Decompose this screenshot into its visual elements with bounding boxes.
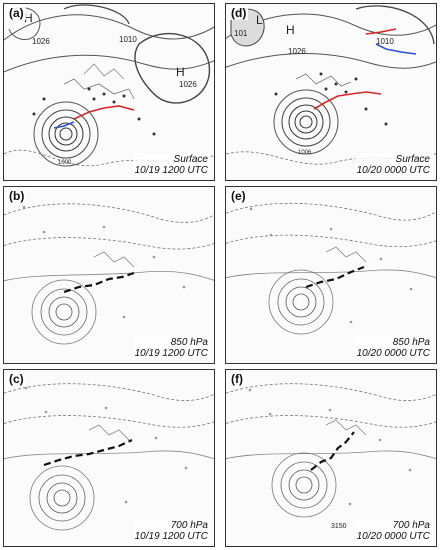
panel-a-time: 10/19 1200 UTC — [134, 165, 208, 176]
pressure-value-label: 1006 — [298, 150, 312, 156]
panel-f-caption: 700 hPa 10/20 0000 UTC — [354, 519, 432, 543]
panel-c-700hpa-map: (c) 700 hPa 10/19 1200 UTC — [3, 369, 215, 547]
panel-f-700hpa-map: 3150 (f) 700 hPa 10/20 0000 UTC — [225, 369, 437, 547]
low-pressure-label: L — [256, 13, 263, 27]
panel-d-map-graphic: H 1026 1010 L 101 1006 — [226, 5, 436, 165]
pressure-value-label: 1010 — [376, 37, 394, 46]
panel-b-map-graphic — [4, 203, 214, 345]
height-contour-label: 3150 — [331, 523, 347, 530]
panel-b-letter: (b) — [7, 189, 27, 203]
pressure-value-label: 1000 — [58, 160, 72, 166]
panel-e-850hpa-map: (e) 850 hPa 10/20 0000 UTC — [225, 186, 437, 364]
panel-b-time: 10/19 1200 UTC — [134, 348, 208, 359]
panel-b-850hpa-map: (b) 850 hPa 10/19 1200 UTC — [3, 186, 215, 364]
panel-d-letter: (d) — [229, 6, 249, 20]
high-pressure-label: H — [286, 23, 295, 37]
panel-c-time: 10/19 1200 UTC — [134, 531, 208, 542]
panel-e-map-graphic — [226, 202, 436, 335]
panel-a-level: Surface — [173, 154, 208, 165]
panel-c-letter: (c) — [7, 372, 26, 386]
panel-f-level: 700 hPa — [392, 520, 430, 531]
panel-c-level: 700 hPa — [170, 520, 208, 531]
panel-d-caption: Surface 10/20 0000 UTC — [354, 153, 432, 177]
panel-e-caption: 850 hPa 10/20 0000 UTC — [354, 336, 432, 360]
panel-a-letter: (a) — [7, 6, 26, 20]
panel-d-time: 10/20 0000 UTC — [356, 165, 430, 176]
panel-c-caption: 700 hPa 10/19 1200 UTC — [132, 519, 210, 543]
panel-d-level: Surface — [395, 154, 430, 165]
panel-b-caption: 850 hPa 10/19 1200 UTC — [132, 336, 210, 360]
panel-e-level: 850 hPa — [392, 337, 430, 348]
pressure-value-label: 1026 — [32, 37, 50, 46]
panel-f-map-graphic: 3150 — [226, 383, 436, 530]
panel-a-map-graphic: H 1026 1010 H 1026 1000 — [4, 4, 214, 167]
pressure-value-label: 1026 — [288, 47, 306, 56]
panel-f-time: 10/20 0000 UTC — [356, 531, 430, 542]
pressure-value-label: 1010 — [119, 35, 137, 44]
panel-b-level: 850 hPa — [170, 337, 208, 348]
panel-d-surface-map: H 1026 1010 L 101 1006 (d) Surface 10/20… — [225, 3, 437, 181]
panel-e-letter: (e) — [229, 189, 248, 203]
panel-a-surface-map: H 1026 1010 H 1026 1000 (a) Surface 10/1… — [3, 3, 215, 181]
panel-c-map-graphic — [4, 383, 214, 531]
high-pressure-label: H — [176, 65, 185, 79]
panel-e-time: 10/20 0000 UTC — [356, 348, 430, 359]
panel-f-letter: (f) — [229, 372, 245, 386]
pressure-value-label: 1026 — [179, 80, 197, 89]
pressure-value-label: 101 — [234, 29, 248, 38]
high-pressure-label: H — [24, 11, 33, 25]
panel-a-caption: Surface 10/19 1200 UTC — [132, 153, 210, 177]
